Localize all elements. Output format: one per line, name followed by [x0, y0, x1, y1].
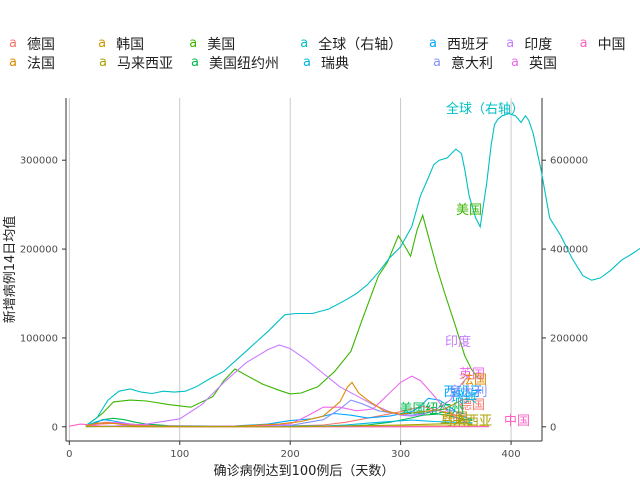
x-axis-title: 确诊病例达到100例后（天数） — [214, 464, 395, 479]
legend-label: 美国纽约州 — [209, 55, 279, 72]
legend-label: 马来西亚 — [117, 55, 173, 72]
legend-key-glyph: a — [99, 55, 107, 70]
legend-item: a 意大利 — [430, 53, 508, 73]
series-label-意大利: 意大利 — [448, 384, 487, 400]
series-line-马来西亚 — [85, 423, 473, 428]
series-line-美国 — [85, 213, 479, 427]
x-tick-label: 400 — [502, 449, 521, 460]
series-label-美国纽约州: 美国纽约州 — [399, 402, 464, 417]
legend-label: 美国 — [207, 36, 236, 53]
legend-label: 德国 — [27, 36, 55, 53]
y-right-tick-label: 200000 — [550, 333, 588, 344]
legend-key-glyph: a — [511, 55, 519, 70]
series-line-英国 — [85, 375, 468, 427]
legend-item: a 全球（右轴） — [297, 34, 426, 54]
legend-label: 瑞典 — [321, 55, 349, 72]
y-axis-title: 新增病例14日均值 — [2, 216, 18, 324]
legend-row: a 法国 a 马来西亚 a 美国纽约州 a 瑞典 a 意大利 a 英国 — [6, 53, 636, 72]
legend-item: a 英国 — [508, 53, 582, 73]
legend-item: a 美国 — [186, 34, 297, 54]
legend-item: a 德国 — [6, 34, 95, 54]
series-label-全球（右轴）: 全球（右轴） — [446, 101, 524, 117]
legend-key-glyph: a — [433, 55, 441, 70]
series-label-印度: 印度 — [445, 334, 471, 350]
legend-key-glyph: a — [429, 36, 437, 51]
y-left-tick-label: 100000 — [20, 333, 58, 344]
legend-key-glyph: a — [303, 55, 311, 70]
legend-item: a 美国纽约州 — [188, 53, 300, 73]
series-label-法国: 法国 — [461, 373, 487, 388]
legend-item: a 印度 — [503, 34, 576, 54]
series-label-英国: 英国 — [459, 367, 485, 382]
legend-label: 印度 — [524, 36, 553, 53]
series-line-法国 — [85, 381, 473, 427]
legend-item: a 瑞典 — [300, 53, 430, 73]
series-label-韩国: 韩国 — [442, 411, 468, 426]
x-tick-label: 0 — [66, 449, 72, 460]
y-left-tick-label: 300000 — [20, 156, 58, 167]
legend-label: 中国 — [597, 36, 626, 53]
legend-label: 法国 — [27, 55, 55, 72]
y-left-tick-label: 200000 — [20, 245, 58, 256]
legend-key-glyph: a — [98, 36, 107, 51]
series-label-瑞典: 瑞典 — [451, 391, 477, 406]
legend: a 德国 a 韩国 a 美国 a 全球（右轴） a 西班牙 a 印度 a 中国 a 法国 a 马来西亚 a 美国纽约州… — [6, 34, 636, 72]
series-label-马来西亚: 马来西亚 — [440, 414, 492, 429]
y-right-tick-label: 0 — [550, 422, 556, 433]
series-label-德国: 德国 — [459, 398, 485, 413]
legend-key-glyph: a — [191, 55, 199, 70]
legend-item: a 韩国 — [95, 34, 186, 54]
legend-key-glyph: a — [9, 36, 17, 51]
legend-key-glyph: a — [579, 36, 588, 51]
legend-label: 全球（右轴） — [318, 36, 403, 53]
legend-label: 意大利 — [451, 55, 493, 72]
legend-item: a 西班牙 — [426, 34, 503, 54]
y-right-tick-label: 400000 — [550, 245, 588, 256]
legend-row: a 德国 a 韩国 a 美国 a 全球（右轴） a 西班牙 a 印度 a 中国 — [6, 34, 636, 53]
legend-item: a 中国 — [577, 34, 636, 54]
x-tick-label: 300 — [391, 449, 410, 460]
legend-label: 英国 — [529, 55, 557, 72]
legend-label: 韩国 — [116, 36, 145, 53]
legend-key-glyph: a — [300, 36, 309, 51]
series-label-中国: 中国 — [504, 414, 530, 429]
series-label-西班牙: 西班牙 — [443, 385, 482, 400]
series-line-印度 — [85, 344, 470, 428]
y-left-tick-label: 0 — [52, 422, 58, 433]
y-right-tick-label: 600000 — [550, 156, 588, 167]
series-label-美国: 美国 — [456, 203, 482, 218]
legend-item: a 法国 — [6, 53, 96, 73]
legend-label: 西班牙 — [447, 36, 489, 53]
legend-key-glyph: a — [189, 36, 198, 51]
legend-key-glyph: a — [506, 36, 515, 51]
series-line-全球（右轴） — [85, 113, 640, 426]
legend-key-glyph: a — [9, 55, 17, 70]
legend-item: a 马来西亚 — [96, 53, 188, 73]
x-tick-label: 200 — [281, 449, 300, 460]
x-tick-label: 100 — [170, 449, 189, 460]
